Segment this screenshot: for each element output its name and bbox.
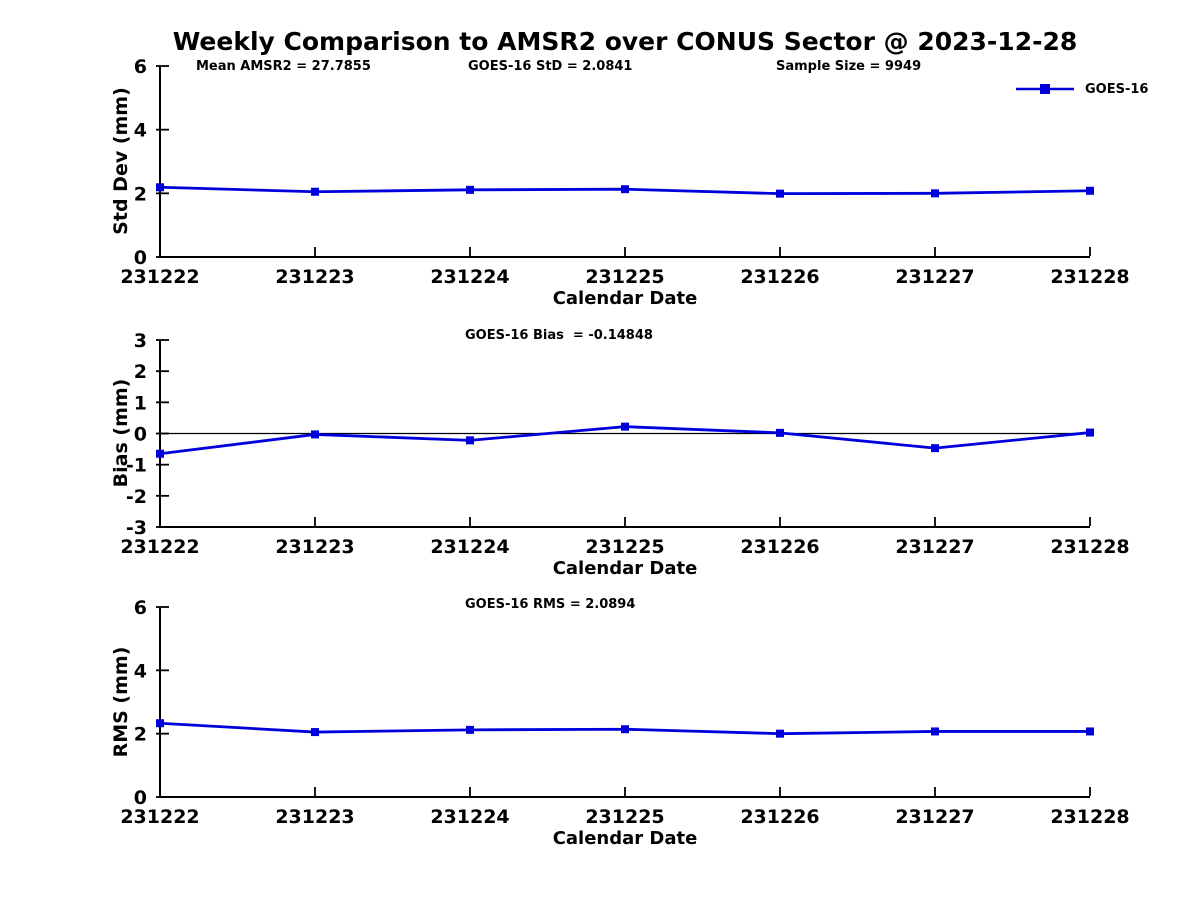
legend-label: GOES-16	[1085, 81, 1149, 97]
y-tick-label: 2	[134, 724, 147, 746]
data-point	[776, 428, 784, 437]
data-point	[621, 422, 629, 431]
legend-swatch	[1016, 84, 1074, 94]
xlabel-std-dev: Calendar Date	[552, 288, 698, 309]
x-tick-label: 231224	[430, 536, 509, 558]
annotation-goes16-bias: GOES-16 Bias = -0.14848	[465, 328, 653, 343]
x-tick-label: 231227	[895, 536, 974, 558]
y-tick-label: 6	[134, 56, 147, 78]
data-point	[1086, 186, 1094, 195]
y-tick-label: -3	[126, 517, 147, 539]
x-tick-label: 231225	[585, 806, 664, 828]
y-tick-label: 4	[134, 120, 147, 142]
y-tick-label: 0	[134, 787, 147, 809]
data-point	[1086, 428, 1094, 437]
x-tick-label: 231226	[740, 536, 819, 558]
data-point	[466, 725, 474, 734]
y-tick-label: 1	[134, 392, 147, 414]
data-point	[156, 183, 164, 192]
legend-marker-icon	[1040, 84, 1050, 94]
x-tick-label: 231223	[275, 536, 354, 558]
data-point	[311, 728, 319, 737]
x-tick-label: 231227	[895, 806, 974, 828]
data-point	[621, 185, 629, 194]
y-tick-label: 2	[134, 361, 147, 383]
xlabel-rms: Calendar Date	[552, 828, 698, 849]
y-tick-label: 4	[134, 660, 147, 682]
x-tick-label: 231223	[275, 266, 354, 288]
y-tick-label: 6	[134, 597, 147, 619]
x-tick-label: 231223	[275, 806, 354, 828]
data-point	[311, 187, 319, 196]
data-point	[466, 436, 474, 445]
y-tick-label: -1	[126, 455, 147, 477]
data-point	[1086, 727, 1094, 736]
x-tick-label: 231225	[585, 536, 664, 558]
x-tick-label: 231228	[1050, 536, 1129, 558]
bias-chart: -3 -2 -1 0 1 2 3 231222 231223 231224 231225 231226…	[120, 330, 1129, 558]
xlabel-bias: Calendar Date	[552, 558, 698, 579]
x-tick-label: 231228	[1050, 266, 1129, 288]
x-tick-label: 231227	[895, 266, 974, 288]
data-point	[621, 725, 629, 734]
y-tick-label: 0	[134, 424, 147, 446]
x-tick-label: 231226	[740, 806, 819, 828]
data-point	[466, 185, 474, 194]
annotation-mean-amsr2: Mean AMSR2 = 27.7855	[196, 59, 371, 74]
std-dev-chart: 0 2 4 6 231222 231223 231224 231225 231226 231227…	[120, 56, 1129, 288]
figure-title: Weekly Comparison to AMSR2 over CONUS Se…	[172, 27, 1078, 56]
x-tick-label: 231225	[585, 266, 664, 288]
y-tick-label: -2	[126, 486, 147, 508]
annotation-goes16-std: GOES-16 StD = 2.0841	[468, 59, 633, 74]
x-tick-label: 231224	[430, 806, 509, 828]
annotation-goes16-rms: GOES-16 RMS = 2.0894	[465, 597, 636, 612]
x-tick-label: 231224	[430, 266, 509, 288]
y-tick-label: 2	[134, 183, 147, 205]
rms-chart: 0 2 4 6 231222 231223 231224 231225 231226 231227…	[120, 597, 1129, 828]
data-point	[776, 189, 784, 198]
x-tick-label: 231222	[120, 536, 199, 558]
data-point	[311, 430, 319, 439]
legend: GOES-16	[1014, 81, 1148, 97]
x-tick-label: 231226	[740, 266, 819, 288]
data-point	[931, 444, 939, 453]
data-point	[156, 719, 164, 728]
x-tick-label: 231222	[120, 806, 199, 828]
y-tick-label: 0	[134, 247, 147, 269]
data-point	[931, 189, 939, 198]
x-tick-label: 231222	[120, 266, 199, 288]
data-point	[776, 729, 784, 738]
data-point	[156, 449, 164, 458]
y-tick-label: 3	[134, 330, 147, 352]
annotation-sample-size: Sample Size = 9949	[776, 59, 922, 74]
x-tick-label: 231228	[1050, 806, 1129, 828]
data-line	[159, 425, 1091, 456]
data-point	[931, 727, 939, 736]
